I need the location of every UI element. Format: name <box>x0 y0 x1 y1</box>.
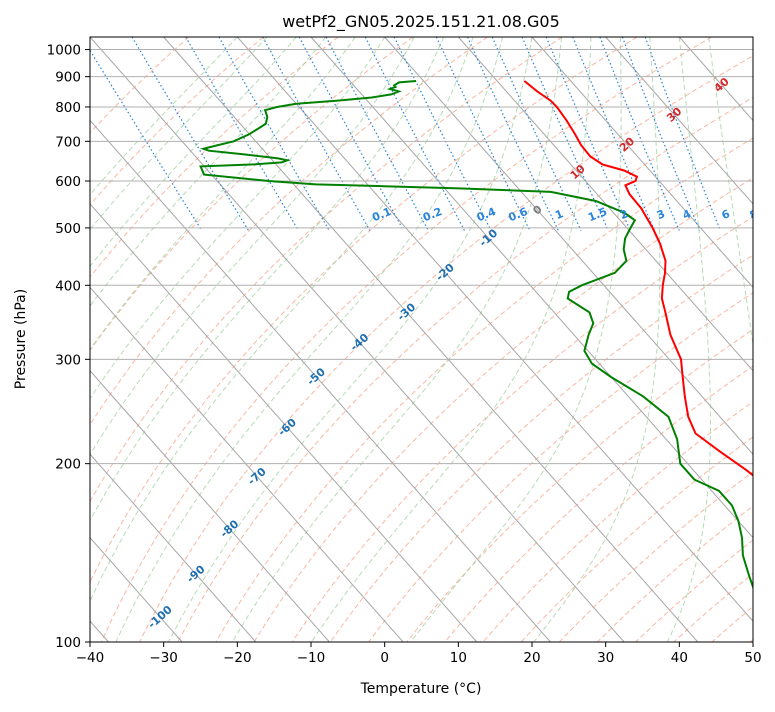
isotherm-label: -90 <box>184 562 208 585</box>
x-axis-label: Temperature (°C) <box>360 681 482 697</box>
dry-adiabat <box>750 37 775 642</box>
mixing-ratio-label: 0.2 <box>421 205 444 224</box>
x-tick-label: 0 <box>380 650 389 666</box>
x-tick-label: 30 <box>597 650 614 666</box>
dry-adiabat <box>636 37 775 642</box>
temperature-profile-line <box>524 81 775 642</box>
y-tick-label: 1000 <box>47 43 81 59</box>
dry-adiabat <box>63 37 637 642</box>
isotherm-line <box>164 37 698 642</box>
isotherm-label: -80 <box>218 517 242 540</box>
isotherm-label: 0 <box>530 202 545 217</box>
mixing-ratio-label: 8 <box>748 207 760 222</box>
plot-frame <box>90 37 753 642</box>
mixing-ratio-line <box>468 37 559 231</box>
x-tick-label: 40 <box>671 650 688 666</box>
mixing-ratio-label: 4 <box>681 207 693 222</box>
x-tick-label: −30 <box>149 650 178 666</box>
dry-adiabat <box>254 37 775 642</box>
moist-adiabat <box>169 37 533 642</box>
y-tick-label: 700 <box>55 134 81 150</box>
isotherm-line <box>753 37 775 642</box>
chart-title: wetPf2_GN05.2025.151.21.08.G05 <box>282 12 560 32</box>
moist-adiabat <box>411 37 621 642</box>
mixing-ratio-line <box>600 37 679 231</box>
mixing-ratio-line <box>492 37 581 231</box>
moist-adiabat <box>0 37 355 642</box>
isotherm-label: -40 <box>348 331 372 354</box>
dry-adiabat <box>0 37 413 642</box>
y-tick-label: 100 <box>55 635 81 651</box>
isotherm-line <box>458 37 775 642</box>
moist-adiabat <box>667 37 710 642</box>
mixing-ratio-line <box>645 37 720 231</box>
mixing-ratio-line <box>186 37 299 231</box>
mixing-ratio-line <box>622 37 699 231</box>
mixing-ratio-label: 3 <box>655 207 667 222</box>
moist-adiabat <box>534 37 660 642</box>
y-axis-label: Pressure (hPa) <box>13 289 29 389</box>
isotherm-label: 10 <box>568 162 588 182</box>
isotherm-line <box>0 37 256 642</box>
x-tick-label: 10 <box>450 650 467 666</box>
mixing-ratio-label: 0.1 <box>370 205 393 224</box>
y-tick-label: 900 <box>55 70 81 86</box>
mixing-ratio-label: 0.4 <box>475 205 498 224</box>
x-tick-label: 50 <box>744 650 761 666</box>
moist-adiabat <box>0 37 326 642</box>
isotherm-line <box>385 37 775 642</box>
moist-adiabat <box>116 37 503 642</box>
moist-adiabat <box>0 37 385 642</box>
isotherm-label: -60 <box>276 416 300 439</box>
mixing-ratio-line <box>82 37 202 231</box>
mixing-ratio-label: 1.5 <box>586 205 609 224</box>
isotherm-line <box>0 37 329 642</box>
dry-adiabat <box>407 37 775 642</box>
y-tick-label: 500 <box>55 221 81 237</box>
y-tick-label: 400 <box>55 278 81 294</box>
mixing-ratio-line <box>365 37 464 231</box>
isotherm-line <box>311 37 775 642</box>
dry-adiabat <box>483 37 775 642</box>
x-tick-label: −10 <box>297 650 326 666</box>
y-tick-label: 300 <box>55 352 81 368</box>
x-tick-label: −40 <box>76 650 105 666</box>
isotherm-label: -50 <box>304 365 328 388</box>
x-tick-label: 20 <box>523 650 540 666</box>
mixing-ratio-label: 6 <box>720 207 732 222</box>
isotherm-label: -100 <box>146 603 175 631</box>
mixing-ratio-line <box>436 37 529 231</box>
isotherm-line <box>0 37 403 642</box>
isotherm-label: -10 <box>477 226 501 249</box>
isotherm-label: -30 <box>395 300 419 323</box>
dry-adiabat <box>0 37 338 642</box>
y-tick-label: 600 <box>55 174 81 190</box>
dry-adiabat <box>521 37 775 642</box>
isotherm-line <box>237 37 771 642</box>
y-tick-label: 200 <box>55 457 81 473</box>
isotherm-line <box>679 37 775 642</box>
isotherm-label: -20 <box>433 261 457 284</box>
mixing-ratio-line <box>132 37 249 231</box>
isotherm-label: -70 <box>245 465 269 488</box>
moist-adiabat <box>0 37 237 642</box>
isotherm-line <box>16 37 550 642</box>
x-tick-label: −20 <box>223 650 252 666</box>
dry-adiabat <box>102 37 712 642</box>
y-tick-label: 800 <box>55 100 81 116</box>
mixing-ratio-label: 10 <box>768 206 775 224</box>
mixing-ratio-label: 1 <box>553 207 565 222</box>
mixing-ratio-line <box>394 37 491 231</box>
mixing-ratio-line <box>263 37 370 231</box>
mixing-ratio-label: 0.6 <box>507 205 530 224</box>
moist-adiabat <box>0 37 267 642</box>
